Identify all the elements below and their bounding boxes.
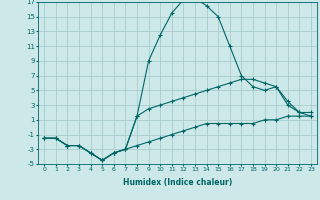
- X-axis label: Humidex (Indice chaleur): Humidex (Indice chaleur): [123, 178, 232, 187]
